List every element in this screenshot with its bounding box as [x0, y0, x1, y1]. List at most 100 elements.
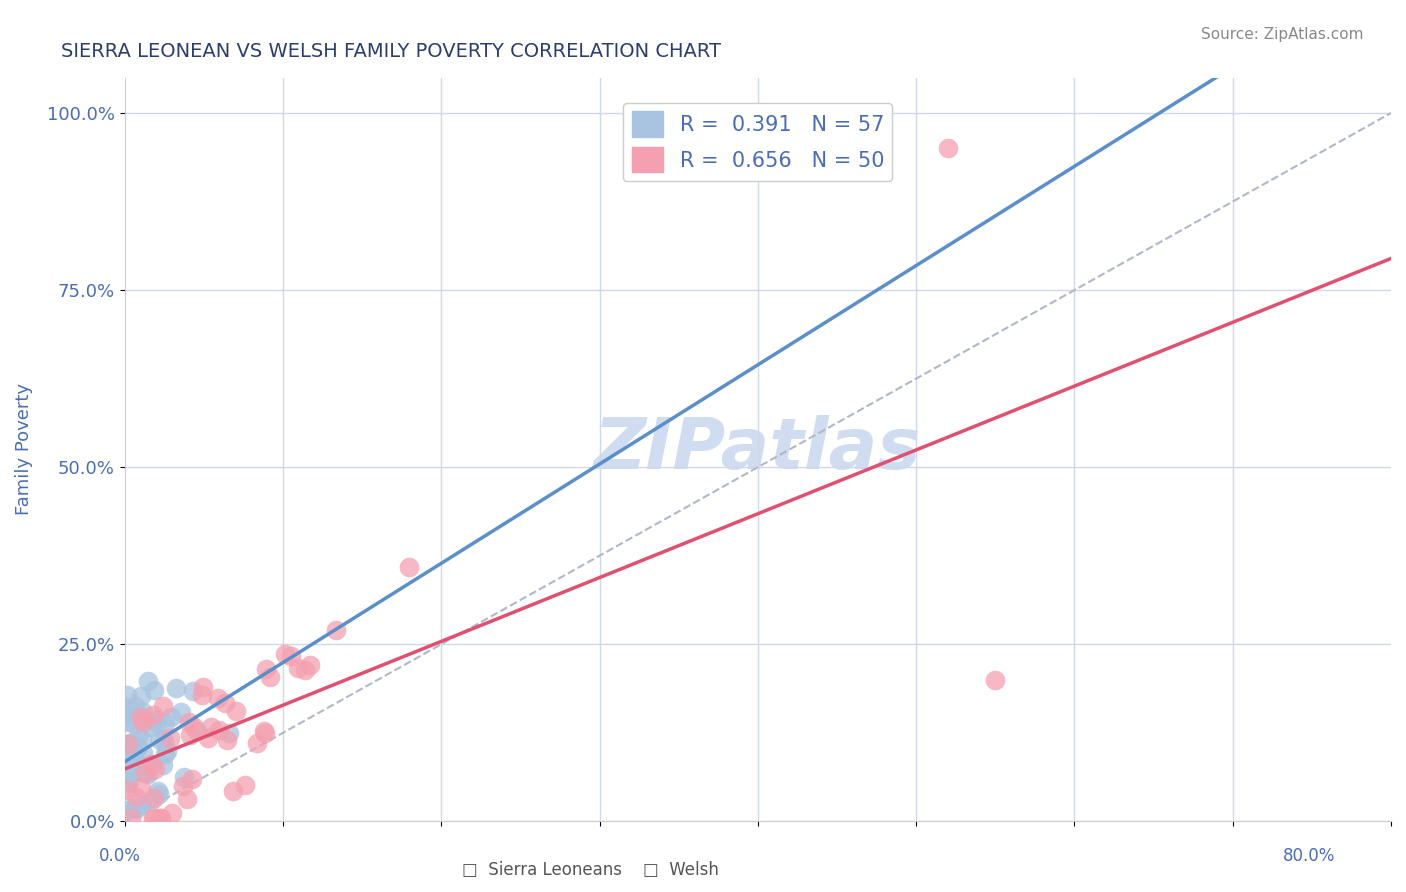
Point: [141, 757, 163, 772]
Point: [398, 559, 420, 574]
Point: [152, 699, 174, 714]
Point: [120, 742, 142, 756]
Point: [117, 700, 139, 714]
Point: [149, 811, 172, 825]
Point: [215, 733, 238, 747]
Text: Source: ZipAtlas.com: Source: ZipAtlas.com: [1201, 27, 1364, 42]
Point: [141, 811, 163, 825]
Point: [274, 648, 297, 662]
Y-axis label: Family Poverty: Family Poverty: [15, 384, 32, 516]
Point: [138, 766, 160, 780]
Point: [115, 714, 138, 729]
Point: [118, 766, 141, 780]
Point: [191, 689, 214, 703]
Point: [325, 624, 347, 638]
Point: [191, 681, 214, 695]
Point: [146, 716, 169, 731]
Text: ZIPatlas: ZIPatlas: [595, 415, 921, 484]
Point: [259, 670, 281, 684]
Point: [186, 724, 208, 739]
Point: [173, 770, 195, 784]
Point: [143, 762, 166, 776]
Point: [149, 733, 172, 747]
Point: [159, 710, 181, 724]
Point: [115, 708, 138, 723]
Point: [120, 811, 142, 825]
Point: [127, 739, 149, 754]
Point: [117, 773, 139, 788]
Point: [294, 663, 316, 677]
Point: [150, 811, 173, 825]
Point: [117, 688, 139, 702]
Point: [136, 674, 159, 689]
Point: [984, 673, 1007, 687]
Point: [115, 768, 138, 782]
Text: 80.0%: 80.0%: [1284, 847, 1336, 865]
Point: [129, 689, 152, 703]
Point: [118, 737, 141, 751]
Point: [142, 708, 165, 723]
Point: [162, 806, 184, 821]
Point: [115, 775, 138, 789]
Point: [132, 705, 155, 719]
Point: [143, 791, 166, 805]
Point: [132, 746, 155, 760]
Point: [155, 715, 177, 730]
Point: [254, 662, 277, 676]
Point: [207, 691, 229, 706]
Point: [287, 661, 309, 675]
Point: [122, 716, 145, 731]
Point: [129, 780, 152, 795]
Point: [131, 798, 153, 813]
Point: [155, 743, 177, 757]
Point: [136, 759, 159, 773]
Legend: R =  0.391   N = 57, R =  0.656   N = 50: R = 0.391 N = 57, R = 0.656 N = 50: [623, 103, 893, 181]
Point: [246, 736, 269, 750]
Point: [131, 731, 153, 746]
Point: [135, 761, 157, 775]
Point: [159, 731, 181, 745]
Text: SIERRA LEONEAN VS WELSH FAMILY POVERTY CORRELATION CHART: SIERRA LEONEAN VS WELSH FAMILY POVERTY C…: [62, 42, 721, 61]
Point: [214, 696, 236, 710]
Point: [125, 754, 148, 768]
Point: [148, 787, 170, 801]
Point: [298, 658, 321, 673]
Point: [200, 720, 222, 734]
Point: [221, 783, 243, 797]
Point: [125, 789, 148, 804]
Point: [125, 802, 148, 816]
Point: [155, 747, 177, 761]
Point: [131, 764, 153, 779]
Point: [124, 698, 146, 713]
Point: [253, 724, 276, 739]
Point: [280, 648, 302, 663]
Point: [122, 800, 145, 814]
Point: [225, 705, 247, 719]
Point: [115, 750, 138, 764]
Text: □  Sierra Leoneans    □  Welsh: □ Sierra Leoneans □ Welsh: [463, 861, 718, 879]
Point: [181, 683, 204, 698]
Point: [121, 764, 143, 779]
Point: [115, 803, 138, 817]
Text: 0.0%: 0.0%: [98, 847, 141, 865]
Point: [143, 682, 166, 697]
Point: [117, 782, 139, 797]
Point: [165, 681, 187, 695]
Point: [176, 792, 198, 806]
Point: [127, 729, 149, 743]
Point: [172, 780, 194, 794]
Point: [143, 714, 166, 728]
Point: [131, 709, 153, 723]
Point: [153, 733, 176, 747]
Point: [125, 741, 148, 756]
Point: [117, 737, 139, 751]
Point: [183, 720, 205, 734]
Point: [141, 720, 163, 734]
Point: [181, 772, 204, 787]
Point: [146, 784, 169, 798]
Point: [136, 766, 159, 780]
Point: [179, 728, 201, 742]
Point: [170, 705, 193, 719]
Point: [139, 756, 162, 771]
Point: [936, 141, 959, 155]
